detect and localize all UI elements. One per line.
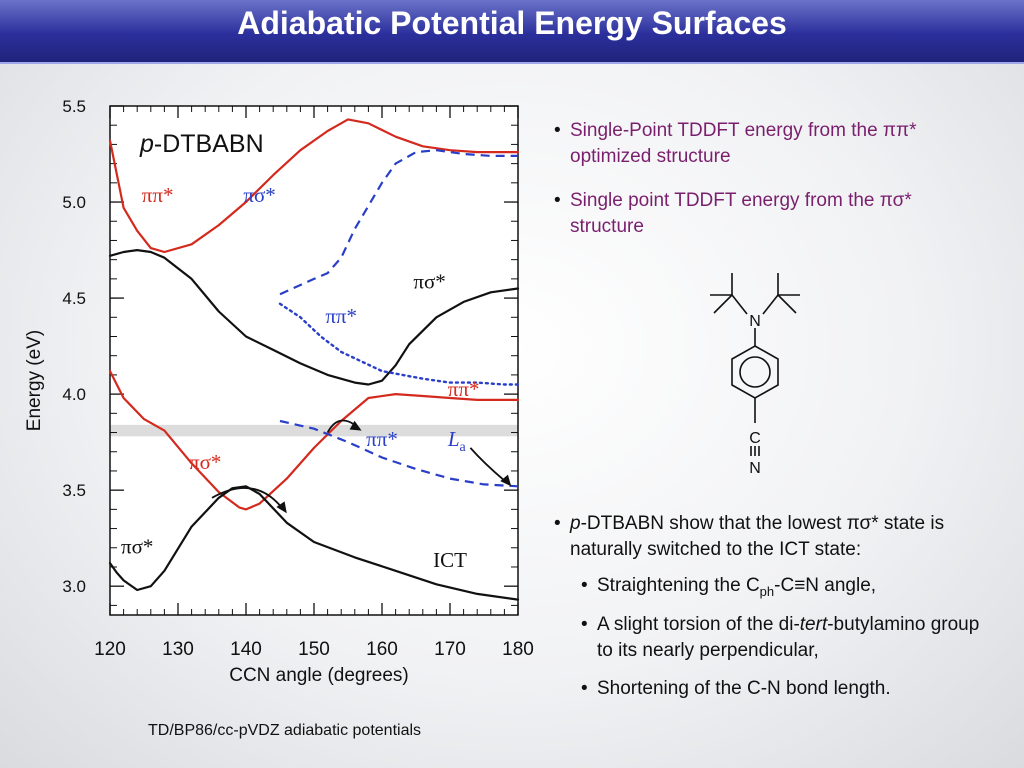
transition-arrow-2	[469, 447, 505, 482]
series-line-1	[108, 118, 520, 254]
x-tick-label: 140	[230, 639, 262, 660]
x-tick-label: 150	[298, 639, 330, 660]
y-tick-label: 3.5	[62, 481, 86, 500]
curve-annotation: ππ*	[448, 377, 480, 401]
y-tick-label: 5.5	[62, 97, 86, 116]
bullet-3-text: p-DTBABN show that the lowest πσ* state …	[570, 513, 945, 560]
transition-arrow-1-head	[349, 420, 362, 431]
x-tick-label: 120	[94, 639, 126, 660]
y-axis-label: Energy (eV)	[24, 330, 45, 431]
bullet-3: • p-DTBABN show that the lowest πσ* stat…	[554, 511, 1010, 563]
sub-bullet-2: • A slight torsion of the di-tert-butyla…	[581, 612, 997, 664]
bullet-dot: •	[554, 190, 561, 211]
sub-bullet-3-text: Shortening of the C-N bond length.	[597, 678, 891, 699]
bullet-1-text: Single-Point TDDFT energy from the ππ* o…	[570, 120, 917, 167]
x-tick-label: 180	[502, 639, 534, 660]
transition-arrow-3	[211, 487, 281, 507]
series-line-3	[108, 370, 520, 511]
series-line-2	[108, 249, 520, 386]
atom-n-nitrile: N	[749, 460, 761, 477]
chart-caption: TD/BP86/cc-pVDZ adiabatic potentials	[148, 722, 422, 739]
sub-bullet-1: • Straightening the Cph-C≡N angle,	[581, 573, 997, 605]
title-bar: Adiabatic Potential Energy Surfaces	[0, 0, 1024, 64]
series-line-5	[279, 149, 518, 296]
curve-annotation: ππ*	[325, 304, 357, 328]
transition-arrow-1	[326, 419, 356, 433]
sub-bullet-1-text: Straightening the Cph-C≡N angle,	[597, 575, 877, 599]
atom-n: N	[749, 313, 761, 330]
transition-arrow-3-head	[276, 501, 287, 514]
x-tick-label: 170	[434, 639, 466, 660]
x-tick-label: 130	[162, 639, 194, 660]
curve-annotation: ππ*	[142, 183, 174, 207]
y-tick-label: 4.0	[62, 385, 86, 404]
bullet-dot: •	[554, 120, 561, 141]
shaded-band	[110, 424, 518, 437]
bullet-dot: •	[581, 614, 588, 635]
bullet-dot: •	[581, 678, 588, 699]
sub-bullet-3: • Shortening of the C-N bond length.	[581, 676, 997, 702]
curve-annotation: πσ*	[121, 535, 153, 559]
series-line-6	[278, 302, 520, 386]
x-axis-label: CCN angle (degrees)	[229, 665, 409, 686]
y-tick-label: 3.0	[62, 577, 86, 596]
curve-annotation: ππ*	[366, 427, 398, 451]
curve-annotation: πσ*	[189, 450, 221, 474]
bullet-dot: •	[554, 513, 561, 534]
curve-annotation: ICT	[433, 548, 467, 572]
series-line-7	[279, 419, 519, 488]
bullet-2: • Single point TDDFT energy from the πσ*…	[554, 188, 980, 240]
energy-chart: 3.0 3.5 4.0 4.5 5.0 5.5 120 130 140 150 160 170 180 C…	[24, 97, 534, 686]
chart-title: p-DTBABN	[139, 130, 264, 158]
y-tick-label: 4.5	[62, 289, 86, 308]
atom-c: C	[749, 430, 761, 447]
sub-bullet-2-text: A slight torsion of the di-tert-butylami…	[597, 614, 980, 661]
bullet-dot: •	[581, 575, 588, 596]
plot-area	[110, 106, 518, 615]
x-tick-label: 160	[366, 639, 398, 660]
bullet-1: • Single-Point TDDFT energy from the ππ*…	[554, 118, 990, 170]
curve-annotation: La	[447, 427, 467, 455]
curve-annotation: πσ*	[243, 183, 275, 207]
series-line-4	[108, 485, 520, 601]
slide-title: Adiabatic Potential Energy Surfaces	[237, 5, 787, 41]
transition-arrow-2-head	[500, 474, 512, 487]
y-tick-label: 5.0	[62, 193, 86, 212]
bullet-2-text: Single point TDDFT energy from the πσ* s…	[570, 190, 912, 237]
molecule-structure: N C N	[710, 273, 800, 477]
curve-annotation: πσ*	[413, 269, 445, 293]
